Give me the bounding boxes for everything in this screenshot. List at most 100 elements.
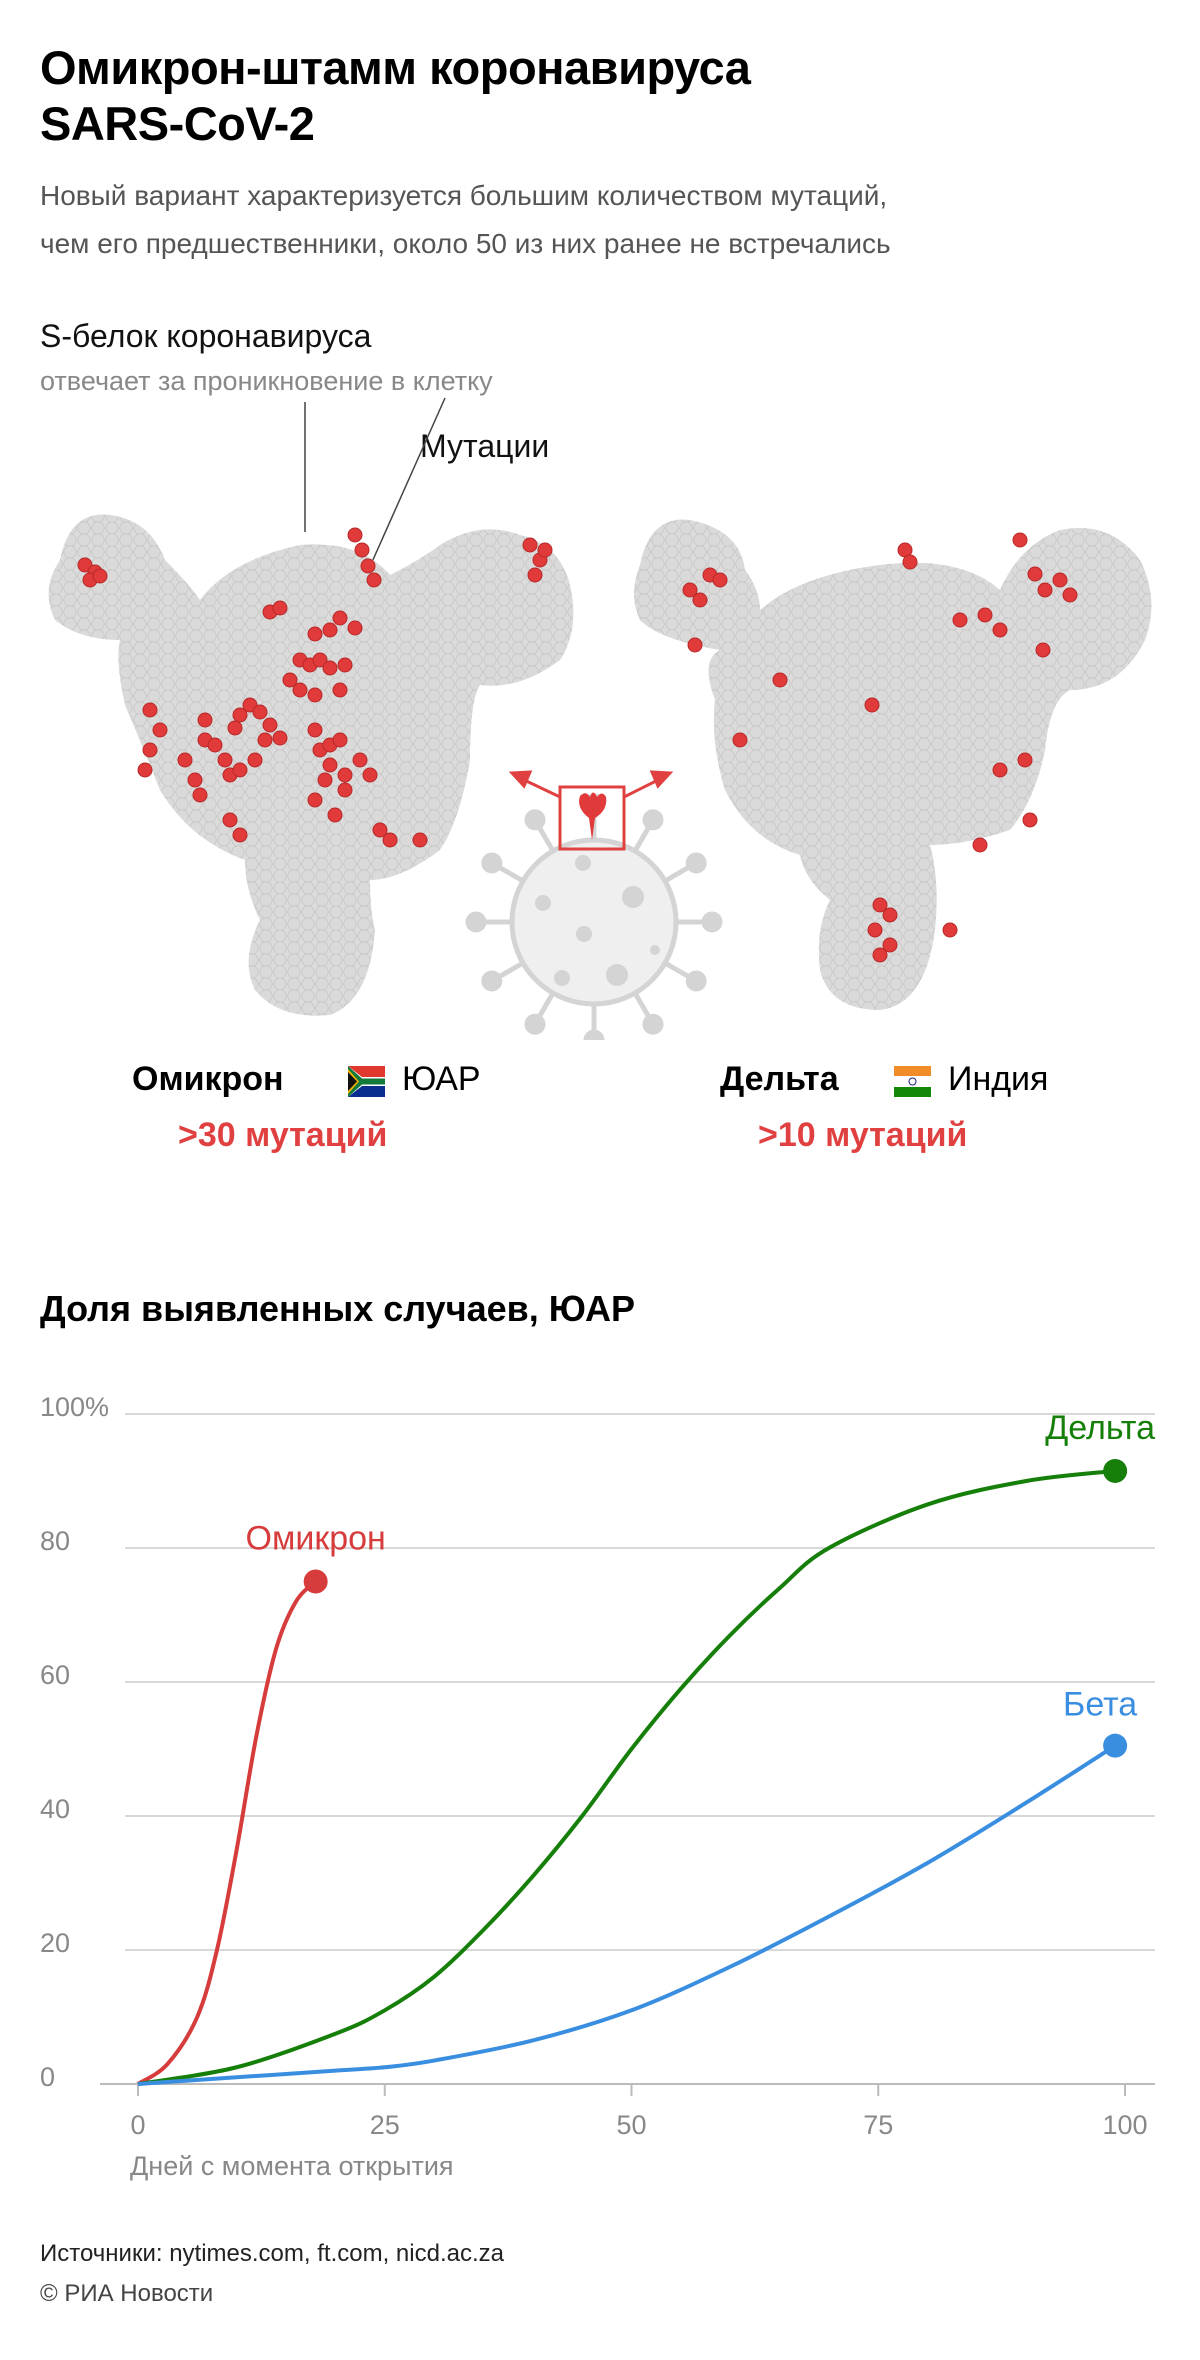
mutation-dot xyxy=(972,837,988,853)
beta-series-label: Бета xyxy=(1063,1686,1137,1724)
mutation-dot xyxy=(307,687,323,703)
mutation-dot xyxy=(352,752,368,768)
mutation-dot xyxy=(337,767,353,783)
india-flag-icon xyxy=(894,1066,931,1097)
mutation-dot xyxy=(372,822,388,838)
x-tick-label: 50 xyxy=(616,2110,646,2140)
mutation-dot xyxy=(137,762,153,778)
mutation-dot xyxy=(977,607,993,623)
delta-line xyxy=(137,1468,1116,2086)
omicron-end-point xyxy=(303,1569,328,1594)
y-tick-label: 60 xyxy=(40,1660,70,1690)
mutation-dot xyxy=(217,752,233,768)
mutation-dot xyxy=(687,637,703,653)
protein-sublabel: отвечает за проникновение в клетку xyxy=(40,366,493,396)
mutation-dot xyxy=(527,567,543,583)
mutation-dot xyxy=(192,787,208,803)
omicron-series-label: Омикрон xyxy=(246,1520,386,1558)
mutation-dot xyxy=(992,622,1008,638)
mutation-dot xyxy=(152,722,168,738)
mutation-dot xyxy=(1027,566,1043,582)
line-chart: 0 20 40 60 80 100% 0 25 50 75 100 Омикрон Дельта Бет… xyxy=(40,1392,1155,2181)
country-omicron: ЮАР xyxy=(402,1060,481,1098)
mutation-dot xyxy=(522,537,538,553)
y-tick-label: 40 xyxy=(40,1794,70,1824)
mutation-dot xyxy=(92,568,108,584)
south-africa-flag-icon xyxy=(348,1066,385,1097)
x-tick-label: 0 xyxy=(130,2110,145,2140)
delta-end-point xyxy=(1103,1458,1128,1483)
mutation-dot xyxy=(337,782,353,798)
mutation-dot xyxy=(412,832,428,848)
mutation-dot xyxy=(992,762,1008,778)
virus-spike-head xyxy=(642,809,664,831)
spike-protein-illustration xyxy=(48,397,1152,1040)
virus-spike-head xyxy=(642,1013,664,1035)
page-title: Омикрон-штамм коронавируса SARS-CoV-2 xyxy=(40,40,751,152)
x-tick-label: 100 xyxy=(1102,2110,1147,2140)
mutation-dot xyxy=(332,610,348,626)
mutation-dot xyxy=(902,554,918,570)
mutation-dot xyxy=(347,527,363,543)
mutation-dots xyxy=(77,527,1078,963)
mutation-dot xyxy=(360,558,376,574)
mutation-dot xyxy=(227,720,243,736)
mutation-dot xyxy=(1022,812,1038,828)
mutation-dot xyxy=(187,772,203,788)
virus-spike-head xyxy=(481,852,503,874)
beta-end-point xyxy=(1103,1733,1128,1758)
mutation-dot xyxy=(882,937,898,953)
y-tick-label: 80 xyxy=(40,1526,70,1556)
virus-spike-head xyxy=(481,970,503,992)
mutation-dot xyxy=(772,672,788,688)
mutation-dot xyxy=(307,792,323,808)
mutation-dot xyxy=(882,907,898,923)
sources: Источники: nytimes.com, ft.com, nicd.ac.… xyxy=(40,2240,504,2267)
x-axis-label: Дней с момента открытия xyxy=(130,2151,454,2181)
page-subtitle: Новый вариант характеризуется большим ко… xyxy=(40,172,891,268)
mutation-dot xyxy=(232,762,248,778)
variant-name-delta: Дельта xyxy=(720,1060,839,1098)
mutation-dot xyxy=(712,572,728,588)
mutation-dot xyxy=(332,682,348,698)
mutation-count-delta: >10 мутаций xyxy=(758,1116,968,1154)
zoom-box xyxy=(558,785,626,851)
country-delta: Индия xyxy=(948,1060,1049,1098)
mutation-dot xyxy=(252,704,268,720)
mutation-dot xyxy=(692,592,708,608)
mutation-dot xyxy=(362,767,378,783)
virus-spike-head xyxy=(465,911,487,933)
mutation-dot xyxy=(292,682,308,698)
mutation-count-omicron: >30 мутаций xyxy=(178,1116,388,1154)
protein-label: S-белок коронавируса xyxy=(40,318,372,354)
mutation-dot xyxy=(262,717,278,733)
delta-spike-protein xyxy=(634,519,1152,1010)
mutation-dot xyxy=(867,922,883,938)
virus-icon xyxy=(465,770,723,1040)
virus-spike-head xyxy=(685,970,707,992)
mutation-dot xyxy=(337,657,353,673)
subtitle-line-2: чем его предшественники, около 50 из них… xyxy=(40,228,891,259)
mutation-dot xyxy=(307,722,323,738)
mutation-dot xyxy=(952,612,968,628)
mutation-dot xyxy=(872,897,888,913)
subtitle-line-1: Новый вариант характеризуется большим ко… xyxy=(40,180,888,211)
mutation-dot xyxy=(864,697,880,713)
omicron-spike-protein xyxy=(48,514,574,1016)
beta-line xyxy=(137,1743,1117,2086)
mutation-dot xyxy=(307,626,323,642)
mutation-dot xyxy=(1052,572,1068,588)
virus-spike-head xyxy=(583,1029,605,1040)
mutation-dot xyxy=(142,742,158,758)
mutation-dot xyxy=(197,712,213,728)
mutation-dot xyxy=(177,752,193,768)
mutation-dot xyxy=(1012,532,1028,548)
mutation-dot xyxy=(332,732,348,748)
mutations-leader-line xyxy=(371,397,446,563)
mutation-dot xyxy=(272,600,288,616)
delta-series-label: Дельта xyxy=(1045,1409,1155,1447)
x-tick-label: 25 xyxy=(370,2110,400,2140)
copyright: © РИА Новости xyxy=(40,2280,214,2307)
mutation-dot xyxy=(232,827,248,843)
mutation-dot xyxy=(142,702,158,718)
